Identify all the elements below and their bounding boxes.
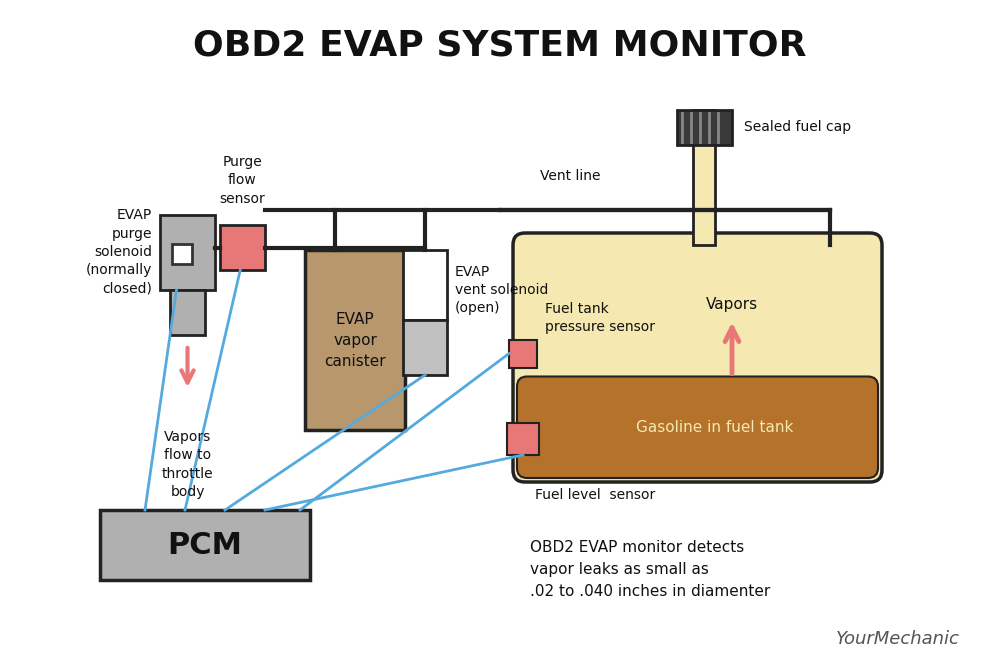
Text: OBD2 EVAP monitor detects
vapor leaks as small as
.02 to .040 inches in diamente: OBD2 EVAP monitor detects vapor leaks as… [530, 540, 770, 600]
Bar [170, 290, 205, 335]
Text: Vapors: Vapors [706, 297, 758, 313]
Text: EVAP
vapor
canister: EVAP vapor canister [324, 311, 386, 368]
Bar [403, 320, 447, 375]
Bar [100, 510, 310, 580]
Text: Fuel tank
pressure sensor: Fuel tank pressure sensor [545, 302, 655, 334]
Text: Vapors
flow to
throttle
body: Vapors flow to throttle body [162, 430, 213, 499]
Bar [172, 243, 192, 263]
Bar [403, 250, 447, 320]
Text: EVAP
purge
solenoid
(normally
closed): EVAP purge solenoid (normally closed) [86, 208, 152, 295]
Bar [160, 215, 215, 290]
Text: OBD2 EVAP SYSTEM MONITOR: OBD2 EVAP SYSTEM MONITOR [193, 28, 807, 62]
Bar [677, 110, 732, 145]
FancyBboxPatch shape [513, 233, 882, 482]
Text: Vent line: Vent line [540, 169, 600, 183]
Bar [693, 110, 715, 245]
Text: Purge
flow
sensor: Purge flow sensor [220, 155, 265, 206]
Text: Fuel level  sensor: Fuel level sensor [535, 488, 655, 502]
Text: EVAP
vent solenoid
(open): EVAP vent solenoid (open) [455, 265, 548, 315]
Bar [507, 423, 539, 455]
Text: Sealed fuel cap: Sealed fuel cap [744, 121, 852, 135]
FancyBboxPatch shape [517, 376, 878, 478]
Text: Gasoline in fuel tank: Gasoline in fuel tank [636, 420, 793, 435]
Text: PCM: PCM [168, 530, 242, 560]
Bar [509, 340, 537, 368]
Text: YourMechanic: YourMechanic [836, 630, 960, 648]
Bar [220, 225, 265, 270]
Bar [305, 250, 405, 430]
